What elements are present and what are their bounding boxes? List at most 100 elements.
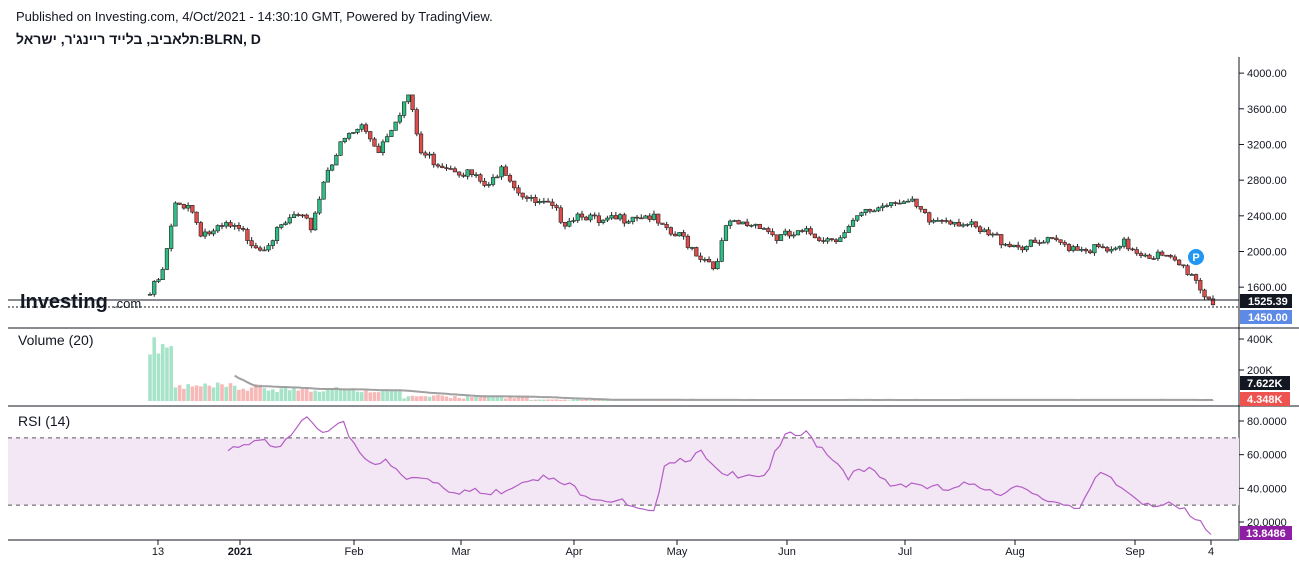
candle-body [698,255,703,260]
candle-body [952,221,957,225]
volume-ma-tag [1240,376,1290,390]
volume-bar [410,395,415,401]
time-tick-label: Mar [452,546,471,558]
candle-body [495,176,500,179]
candle-body [948,220,953,225]
candle-body [1193,274,1199,281]
candle-body [241,228,246,230]
volume-bar [512,398,517,401]
candle-body [914,198,919,207]
volume-bar [287,390,292,401]
candle-body [1202,289,1207,298]
volume-bar [533,399,538,401]
p-marker-icon[interactable] [1188,249,1204,265]
candle-body [1100,246,1105,249]
candle-body [740,221,746,225]
price-tick-label: 4000.00 [1247,68,1287,80]
candle-body [1168,255,1173,258]
volume-bar [508,395,512,401]
candle-body [431,153,436,166]
volume-bar [279,388,284,401]
candle-body [656,213,661,224]
last-price-value: 1450.00 [1248,312,1288,324]
candle-body [833,239,839,242]
candle-body [982,229,987,233]
volume-bar [194,385,199,401]
volume-bar [487,396,491,401]
volume-bar [495,396,500,401]
candle-body [1092,244,1097,254]
candle-body [605,217,610,221]
volume-bar [559,399,563,401]
time-tick-label: Aug [1005,546,1025,558]
candle-body [872,210,877,213]
candle-body [1033,239,1038,243]
volume-axis: 400K 200K [1239,334,1273,377]
volume-bar [313,390,317,401]
candle-body [1049,237,1055,239]
candle-body [325,169,330,183]
candle-body [715,261,720,270]
volume-bar [156,353,161,401]
candle-body [478,174,483,182]
volume-bar [338,389,343,401]
rsi-tick-label: 80.0000 [1247,416,1287,428]
volume-bar [419,396,423,401]
price-tick-label: 2400.00 [1247,211,1287,223]
candle-body [719,240,724,262]
candle-body [173,202,178,227]
candle-body [736,220,741,225]
volume-bar [393,390,398,401]
volume-bar [427,396,432,401]
volume-bar [398,390,402,401]
volume-tick-label: 400K [1247,334,1273,346]
candle-body [812,233,818,239]
time-tick-label: Feb [345,546,364,558]
candle-body [461,174,466,177]
rsi-last-value: 13.8486 [1246,528,1286,540]
candle-body [262,249,267,252]
candle-body [300,214,305,217]
volume-bar [546,399,550,401]
volume-bar [525,395,529,401]
volume-bar [351,388,356,401]
volume-tick-label: 200K [1247,365,1273,377]
volume-bar [262,388,267,401]
candle-body [287,217,292,224]
candle-body [609,215,614,219]
volume-bar [165,347,169,401]
candle-body [444,167,449,169]
volume-bar [567,400,572,401]
candle-body [850,219,856,227]
volume-bar [326,389,330,401]
candle-body [342,137,347,143]
candle-body [660,222,665,225]
volume-bar [343,388,347,401]
candle-body [787,230,792,237]
price-tick-label: 3200.00 [1247,139,1287,151]
volume-bar [275,391,279,401]
candle-body [613,215,618,220]
last-price-tag [1240,310,1292,324]
candle-body [1079,249,1084,251]
volume-bar [317,391,322,401]
candle-body [596,215,602,223]
candle-body [677,232,682,237]
volume-bar [296,390,301,401]
volume-ma-value: 7.622K [1247,378,1283,390]
volume-bar [571,399,576,401]
candle-body [435,164,441,167]
candle-body [224,222,229,227]
candle-body [152,281,157,295]
time-axis: 13 2021 Feb Mar Apr May Jun Jul Aug Sep 4 [152,540,1214,558]
candle-body [236,225,242,229]
time-tick-label: Apr [565,546,582,558]
candle-body [846,226,851,233]
volume-bar [385,389,389,401]
volume-bar [173,387,178,401]
symbol-title: תלאביב, בלייד ריינג'ר, ישראל:BLRN, D [16,31,261,47]
candle-body [757,223,762,229]
volume-bar [584,399,589,401]
candle-body [706,259,712,263]
